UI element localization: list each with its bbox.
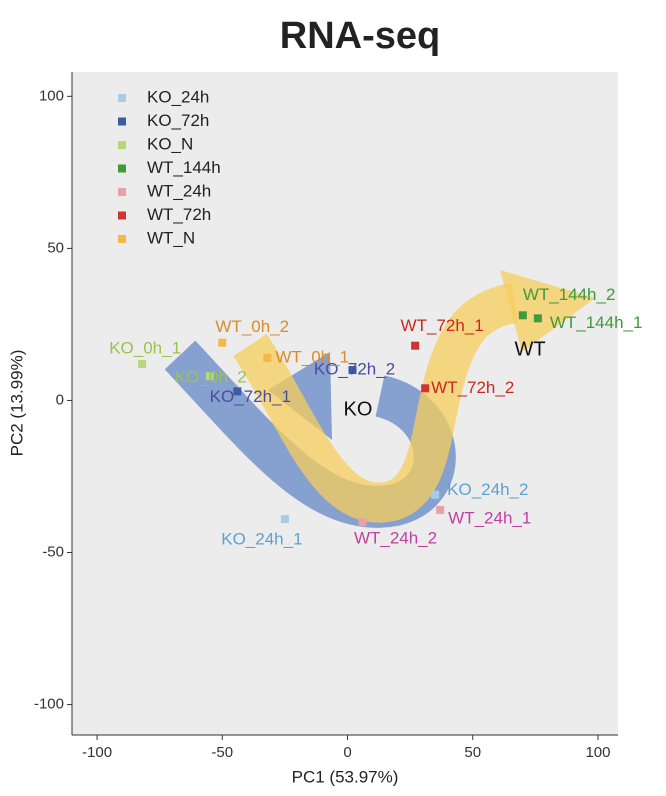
y-tick-label: -100 — [34, 696, 64, 713]
legend-label: KO_24h — [147, 87, 209, 106]
legend-swatch — [118, 141, 126, 149]
y-axis-label: PC2 (13.99%) — [7, 350, 26, 457]
x-tick-label: -100 — [82, 744, 112, 761]
y-tick-label: 100 — [39, 87, 64, 104]
annotation: KO — [344, 398, 373, 420]
x-tick-label: 0 — [343, 744, 351, 761]
legend-label: WT_24h — [147, 181, 211, 200]
point — [411, 341, 420, 350]
point-label: KO_0h_1 — [109, 338, 181, 357]
legend-swatch — [118, 211, 126, 220]
point-label: WT_24h_1 — [448, 508, 531, 527]
point-label: KO_72h_1 — [210, 387, 291, 406]
legend-swatch — [118, 94, 126, 102]
point — [138, 359, 147, 368]
legend-label: WT_72h — [147, 205, 211, 224]
chart-title: RNA-seq — [280, 15, 440, 57]
point — [348, 366, 357, 375]
point-label: KO_24h_2 — [447, 480, 528, 499]
x-tick-label: 50 — [464, 744, 481, 761]
plot-background — [72, 72, 618, 735]
wt-arrow-head — [500, 270, 595, 352]
point-label: WT_24h_2 — [354, 529, 437, 548]
point — [533, 314, 542, 323]
point — [518, 311, 527, 320]
point-label: KO_24h_1 — [221, 530, 302, 549]
point — [218, 338, 227, 347]
point — [263, 353, 272, 362]
legend-swatch — [118, 164, 126, 173]
legend-label: KO_72h — [147, 111, 209, 130]
point-label: WT_0h_1 — [275, 347, 349, 366]
point — [280, 515, 289, 524]
point-label: WT_72h_2 — [431, 378, 514, 397]
point — [358, 518, 367, 527]
point-label: WT_144h_1 — [550, 313, 643, 332]
point-label: KO_0h_2 — [175, 368, 247, 387]
point — [421, 384, 430, 393]
point-label: KO_72h_2 — [314, 360, 395, 379]
legend-swatch — [118, 117, 126, 126]
point — [431, 490, 440, 499]
x-tick-label: -50 — [211, 744, 233, 761]
wt-arrow-body — [233, 283, 519, 523]
point-label: WT_72h_1 — [401, 316, 484, 335]
y-tick-label: -50 — [42, 543, 64, 560]
legend-swatch — [118, 188, 126, 196]
point — [436, 505, 445, 514]
x-tick-label: 100 — [585, 744, 610, 761]
legend-swatch — [118, 235, 126, 243]
point — [233, 387, 242, 396]
x-axis-label: PC1 (53.97%) — [292, 767, 399, 786]
legend-label: WT_N — [147, 228, 195, 247]
point-label: WT_144h_2 — [523, 285, 616, 304]
legend-label: WT_144h — [147, 158, 221, 177]
point-label: WT_0h_2 — [215, 317, 289, 336]
point — [205, 372, 214, 381]
y-tick-label: 50 — [47, 239, 64, 256]
annotation: WT — [514, 338, 545, 360]
legend-label: KO_N — [147, 134, 193, 153]
y-tick-label: 0 — [56, 391, 64, 408]
